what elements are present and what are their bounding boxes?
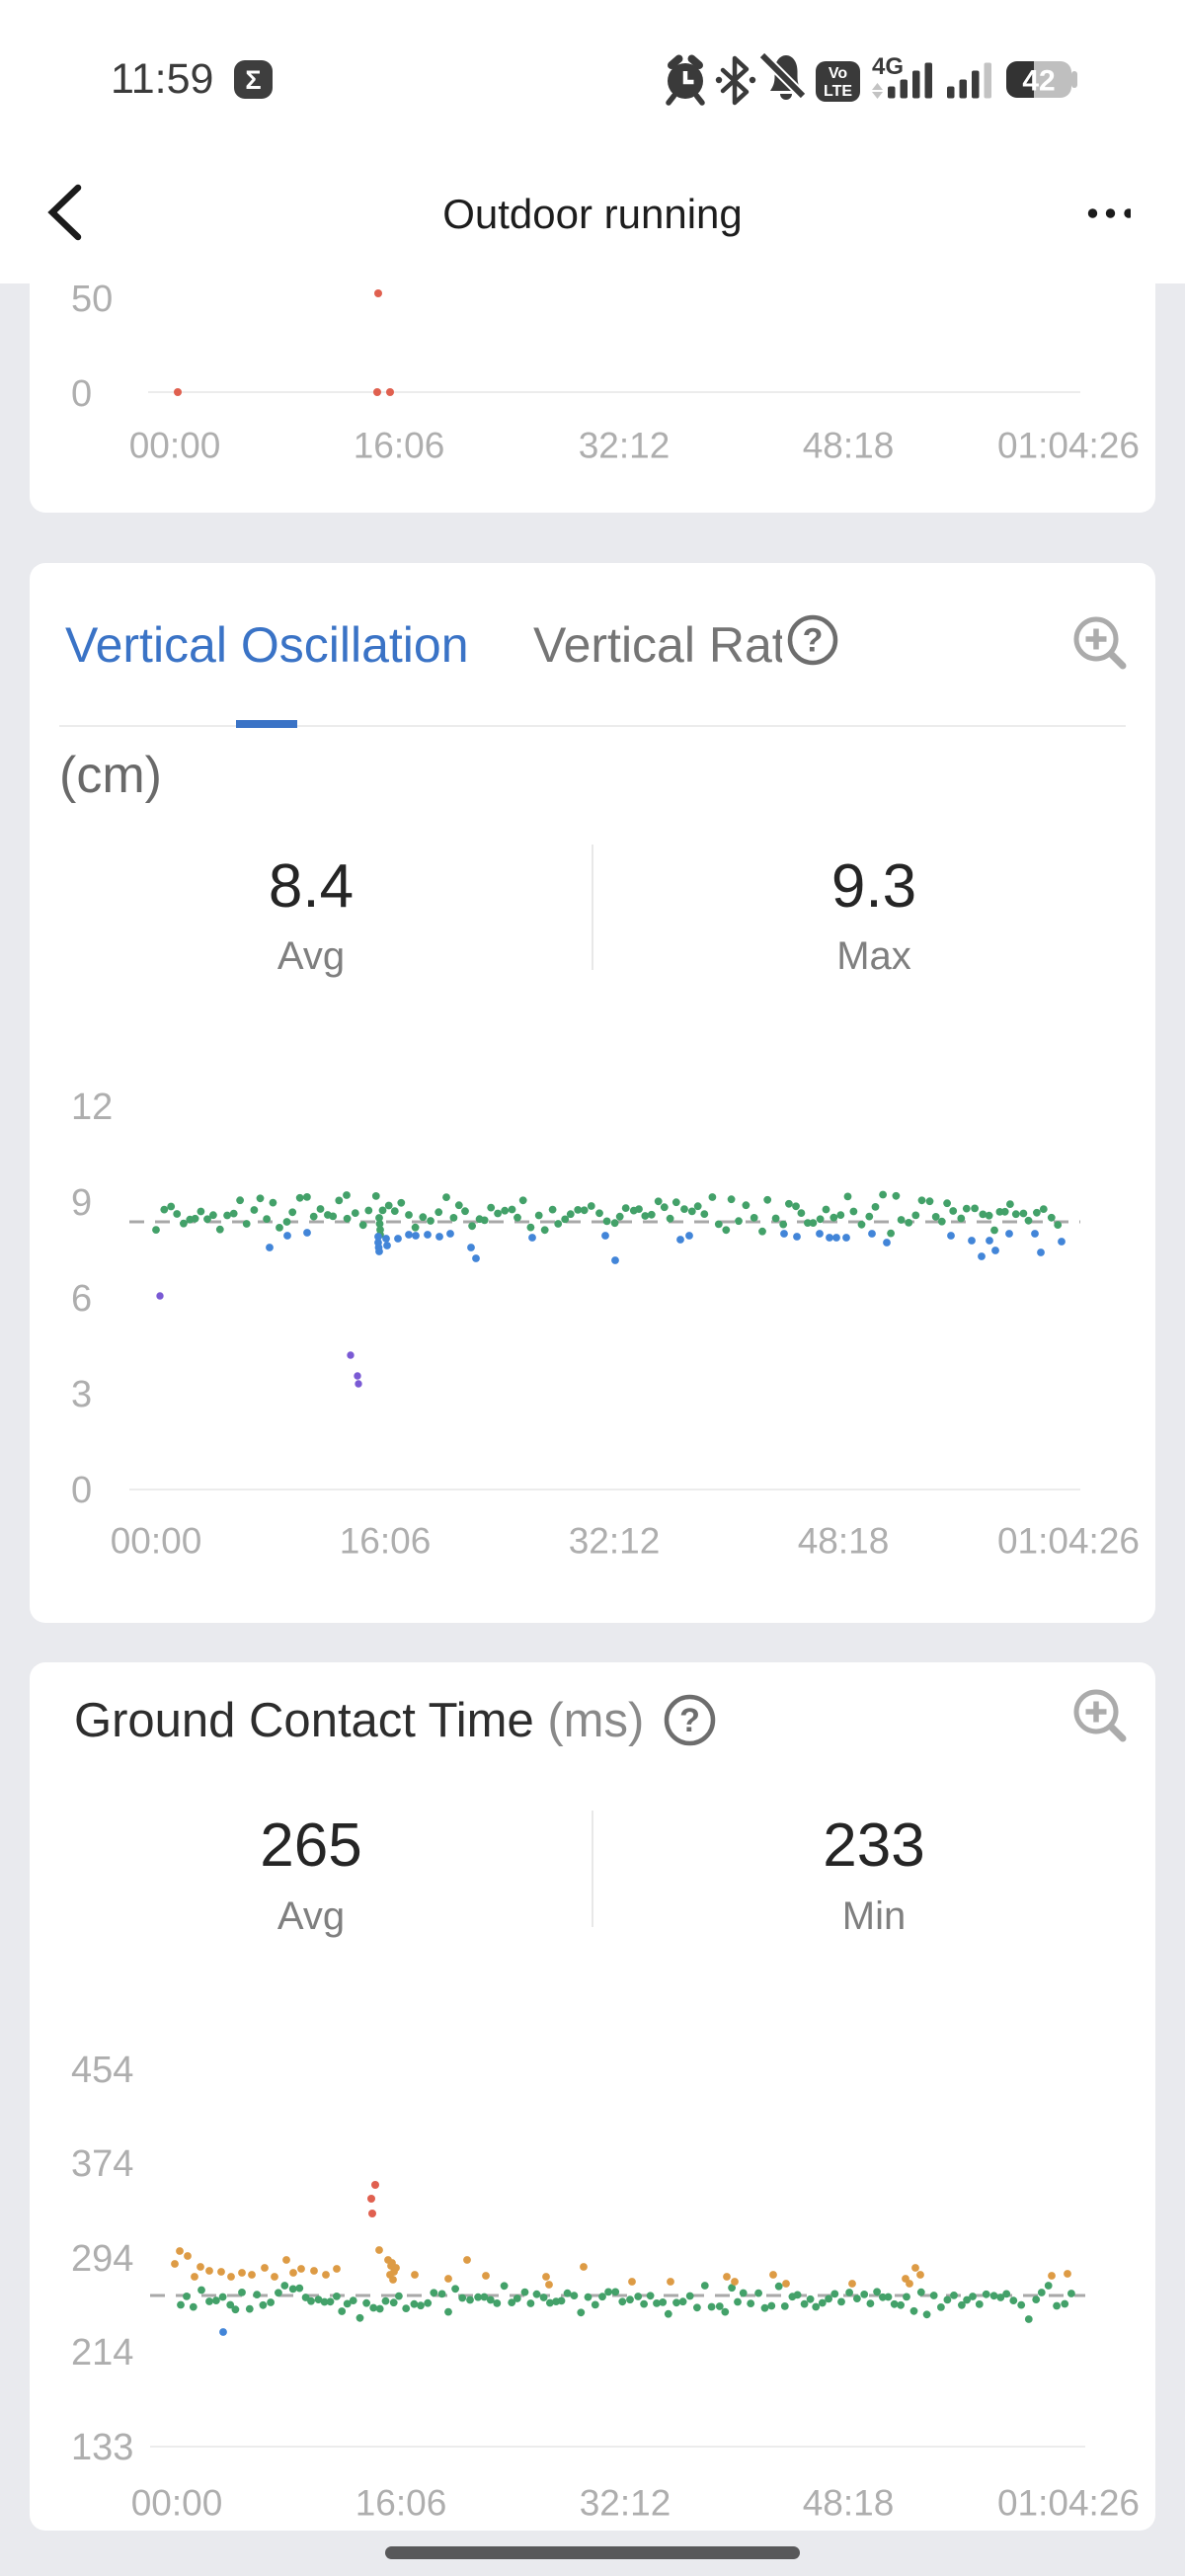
svg-text:374: 374 bbox=[71, 2143, 133, 2185]
svg-text:16:06: 16:06 bbox=[354, 426, 445, 466]
svg-text:32:12: 32:12 bbox=[579, 426, 671, 466]
svg-text:00:00: 00:00 bbox=[111, 1521, 202, 1562]
svg-text:32:12: 32:12 bbox=[580, 2483, 672, 2524]
svg-text:16:06: 16:06 bbox=[340, 1521, 432, 1562]
svg-text:50: 50 bbox=[71, 279, 113, 320]
svg-text:?: ? bbox=[679, 1702, 700, 1739]
svg-text:01:04:26: 01:04:26 bbox=[997, 1521, 1140, 1562]
svg-text:01:04:26: 01:04:26 bbox=[997, 2483, 1140, 2524]
svg-text:48:18: 48:18 bbox=[803, 426, 895, 466]
svg-text:LTE: LTE bbox=[824, 83, 852, 100]
svg-text:Vo: Vo bbox=[829, 65, 847, 82]
svg-text:12: 12 bbox=[71, 1087, 113, 1128]
svg-text:4G: 4G bbox=[872, 53, 904, 80]
svg-text:42: 42 bbox=[1022, 65, 1055, 98]
svg-text:?: ? bbox=[803, 622, 824, 660]
svg-text:16:06: 16:06 bbox=[356, 2483, 447, 2524]
svg-text:48:18: 48:18 bbox=[803, 2483, 895, 2524]
svg-text:00:00: 00:00 bbox=[131, 2483, 223, 2524]
svg-text:00:00: 00:00 bbox=[129, 426, 221, 466]
svg-text:454: 454 bbox=[71, 2050, 133, 2091]
svg-text:294: 294 bbox=[71, 2238, 133, 2280]
svg-text:133: 133 bbox=[71, 2427, 133, 2468]
svg-text:32:12: 32:12 bbox=[569, 1521, 661, 1562]
svg-text:3: 3 bbox=[71, 1374, 92, 1415]
svg-text:9: 9 bbox=[71, 1182, 92, 1224]
svg-text:6: 6 bbox=[71, 1278, 92, 1320]
svg-text:214: 214 bbox=[71, 2332, 133, 2374]
svg-text:48:18: 48:18 bbox=[798, 1521, 890, 1562]
svg-text:01:04:26: 01:04:26 bbox=[997, 426, 1140, 466]
svg-text:0: 0 bbox=[71, 373, 92, 415]
svg-text:0: 0 bbox=[71, 1470, 92, 1511]
